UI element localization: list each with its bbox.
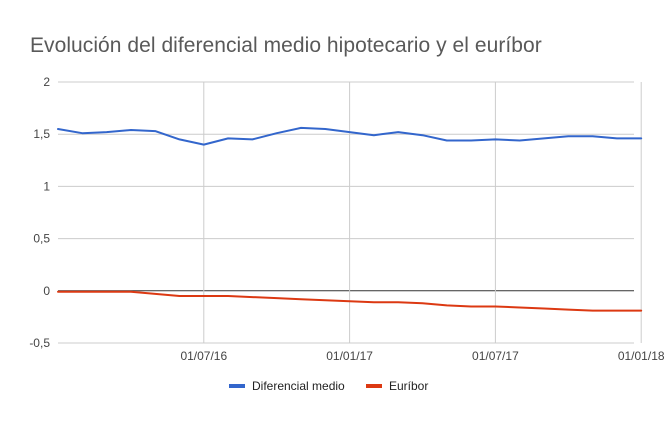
y-tick-label: 1	[43, 179, 50, 193]
series-lines	[57, 126, 643, 312]
series-line-1	[57, 126, 643, 146]
y-tick-label: 1,5	[33, 127, 50, 141]
legend-label: Diferencial medio	[252, 379, 345, 393]
series-line-2	[57, 290, 643, 312]
y-tick-label: 0,5	[33, 232, 50, 246]
x-tick-label: 01/07/16	[180, 349, 227, 363]
x-tick-label: 01/07/17	[472, 349, 519, 363]
legend-item: Euríbor	[366, 379, 428, 393]
y-tick-label: -0,5	[29, 336, 50, 350]
chart-title: Evolución del diferencial medio hipoteca…	[30, 34, 542, 57]
legend-swatch	[366, 384, 382, 388]
legend-label: Euríbor	[389, 379, 428, 393]
y-tick-label: 2	[43, 75, 50, 89]
x-tick-label: 01/01/17	[326, 349, 373, 363]
grid-lines	[58, 81, 642, 344]
x-tick-label: 01/01/18	[618, 349, 665, 363]
legend-item: Diferencial medio	[229, 379, 345, 393]
y-tick-label: 0	[43, 284, 50, 298]
legend-swatch	[229, 384, 245, 388]
legend: Diferencial medio Euríbor	[229, 379, 428, 393]
axis-labels: 2 1,5 1 0,5 0 -0,5 01/07/16 01/01/17 01/07/17 01/…	[29, 75, 665, 363]
